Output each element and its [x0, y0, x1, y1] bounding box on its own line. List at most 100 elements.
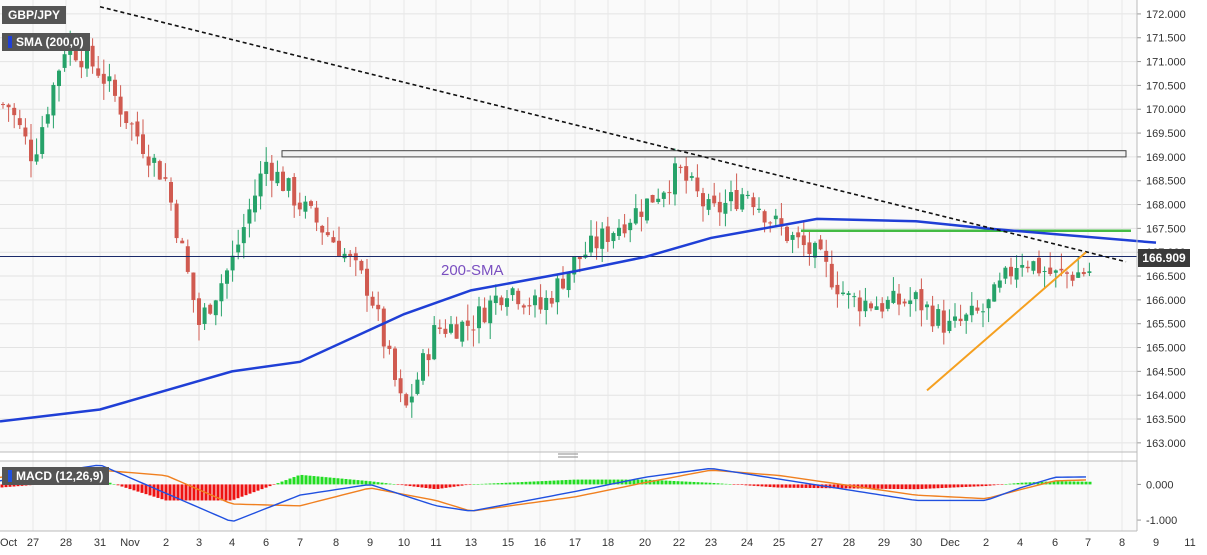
candle-body — [813, 242, 817, 258]
macd-histogram-bar — [212, 484, 216, 501]
candle-body — [169, 181, 173, 203]
macd-histogram-bar — [332, 477, 336, 485]
y-tick-label: 165.500 — [1146, 319, 1186, 331]
candle-body — [846, 293, 851, 296]
macd-histogram-bar — [984, 484, 988, 487]
candle-body — [869, 303, 873, 309]
y-tick-label: 163.000 — [1146, 438, 1186, 450]
candle-body — [779, 218, 784, 227]
macd-histogram-bar — [532, 481, 536, 485]
x-tick-label: 7 — [1085, 537, 1091, 549]
macd-histogram-bar — [492, 483, 496, 485]
macd-histogram-bar — [1004, 484, 1008, 485]
macd-histogram-bar — [940, 484, 944, 489]
candle-body — [1014, 267, 1019, 280]
candle-body — [913, 292, 918, 300]
candle-body — [253, 195, 257, 213]
candle-body — [488, 300, 493, 324]
macd-histogram-bar — [288, 478, 292, 485]
x-tick-label: 13 — [465, 537, 477, 549]
candle-body — [936, 309, 941, 326]
macd-histogram-bar — [880, 484, 884, 489]
macd-histogram-bar — [516, 482, 520, 485]
candle-body — [393, 348, 397, 380]
macd-histogram-bar — [792, 484, 796, 488]
candle-body — [387, 345, 392, 349]
macd-histogram-bar — [12, 484, 16, 487]
y-tick-label: 168.000 — [1146, 200, 1186, 212]
macd-histogram-bar — [640, 479, 644, 485]
macd-histogram-bar — [572, 479, 576, 485]
macd-histogram-bar — [1012, 483, 1016, 485]
candle-body — [617, 227, 621, 236]
macd-histogram-bar — [816, 484, 820, 489]
macd-histogram-bar — [384, 483, 388, 485]
macd-histogram-bar — [772, 484, 776, 488]
macd-histogram-bar — [116, 484, 120, 486]
macd-histogram-bar — [476, 484, 480, 485]
macd-histogram-bar — [836, 484, 840, 489]
macd-histogram-bar — [468, 484, 472, 485]
axis-layer: 163.000 163.500 164.000 164.500 165.000 165.5… — [0, 9, 1196, 549]
macd-histogram-bar — [236, 484, 240, 499]
macd-histogram-bar — [1060, 481, 1064, 485]
x-tick-label: 16 — [534, 537, 546, 549]
macd-histogram-bar — [148, 484, 152, 496]
y-tick-label: 164.500 — [1146, 366, 1186, 378]
panel-resize-handle[interactable] — [558, 453, 578, 458]
candle-body — [930, 305, 935, 327]
candle-body — [258, 173, 263, 197]
x-tick-label: Oct — [0, 537, 17, 549]
macd-histogram-bar — [748, 484, 752, 486]
candle-body — [1048, 267, 1053, 275]
candle-body — [454, 324, 459, 339]
macd-histogram-bar — [276, 483, 280, 485]
macd-histogram-bar — [812, 484, 816, 489]
macd-histogram-bar — [432, 484, 436, 489]
macd-histogram-bar — [252, 484, 256, 493]
macd-histogram-bar — [804, 484, 808, 488]
macd-histogram-bar — [152, 484, 156, 497]
candle-body — [124, 111, 129, 124]
candle-body — [477, 306, 481, 329]
macd-histogram-bar — [744, 484, 748, 486]
macd-histogram-bar — [120, 484, 124, 487]
candle-body — [202, 307, 207, 324]
macd-histogram-bar — [544, 480, 548, 485]
candle-body — [1059, 268, 1064, 271]
candle-body — [180, 240, 185, 244]
macd-histogram-bar — [1068, 481, 1072, 485]
macd-histogram-bar — [736, 484, 740, 485]
macd-histogram-bar — [416, 484, 420, 488]
candle-body — [398, 378, 403, 394]
candle-body — [572, 256, 577, 275]
candle-body — [874, 306, 879, 310]
candle-body — [857, 297, 862, 312]
candle-body — [129, 123, 134, 125]
candle-body — [1031, 261, 1036, 271]
candle-body — [740, 194, 745, 210]
candle-body — [157, 161, 162, 180]
macd-histogram-bar — [928, 484, 932, 489]
x-tick-label: 30 — [910, 537, 922, 549]
x-tick-label: 28 — [60, 537, 72, 549]
candle-body — [801, 235, 806, 246]
x-tick-label: 20 — [639, 537, 651, 549]
candle-body — [342, 253, 347, 259]
macd-histogram-bar — [472, 484, 476, 485]
macd-histogram-bar — [180, 484, 184, 501]
macd-histogram-bar — [128, 484, 132, 490]
macd-histogram-bar — [208, 484, 212, 501]
macd-histogram-bar — [976, 484, 980, 487]
candle-body — [712, 195, 717, 204]
macd-histogram-bar — [220, 484, 224, 501]
candle-body — [941, 310, 946, 333]
candle-body — [269, 162, 274, 181]
candle-body — [51, 84, 56, 116]
candle-body — [678, 166, 683, 168]
macd-histogram-bar — [376, 482, 380, 485]
candle-body — [309, 201, 313, 206]
candle-body — [981, 311, 985, 313]
y-tick-label: 171.500 — [1146, 33, 1186, 45]
candle-body — [432, 325, 437, 360]
